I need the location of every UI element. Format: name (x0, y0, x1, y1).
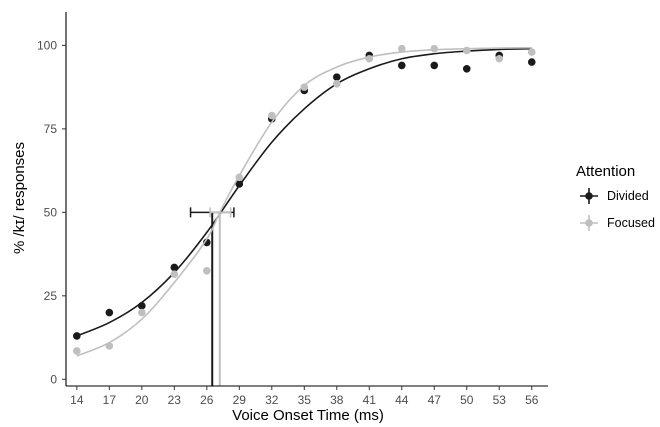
data-point-divided (527, 58, 536, 66)
axes: 14 17 20 23 26 29 32 35 38 41 44 47 50 53 56 0 25 50 75 100 (37, 12, 548, 407)
legend-item-divided: Divided (580, 188, 649, 204)
x-tick-label: 35 (298, 393, 312, 407)
data-point-focused (365, 54, 374, 63)
data-point-focused (430, 44, 439, 53)
data-point-divided (170, 263, 179, 272)
x-tick-label: 38 (330, 393, 344, 407)
x-tick-label: 20 (135, 393, 149, 407)
data-point-focused (495, 54, 504, 63)
fit-curve-focused (76, 46, 532, 357)
series-focused (73, 44, 536, 386)
x-tick-label: 29 (233, 393, 247, 407)
y-axis-title: % /kɪ/ responses (11, 142, 28, 254)
x-tick-label: 53 (493, 393, 507, 407)
plot-area (73, 44, 536, 386)
fit-curve-divided (76, 47, 532, 337)
data-point-focused (235, 173, 244, 182)
data-point-focused (397, 44, 406, 53)
x-tick-label: 56 (525, 393, 539, 407)
y-tick-label: 0 (50, 372, 57, 386)
x-tick-label: 44 (395, 393, 409, 407)
x-tick-label: 47 (428, 393, 442, 407)
data-point-divided (105, 308, 114, 317)
legend-label-divided: Divided (607, 189, 649, 203)
x-tick-label: 32 (265, 393, 279, 407)
data-point-focused (267, 111, 276, 120)
data-point-focused (203, 266, 211, 275)
legend-title: Attention (576, 163, 635, 180)
data-point-focused (332, 79, 341, 88)
legend: Attention Divided Focused (576, 163, 655, 231)
x-axis-title: Voice Onset Time (ms) (232, 407, 384, 424)
x-tick-label: 41 (363, 393, 377, 407)
data-point-focused (105, 342, 114, 350)
data-point-focused (170, 270, 179, 278)
y-tick-label: 50 (44, 205, 58, 219)
data-point-divided (138, 302, 146, 310)
x-tick-label: 26 (200, 393, 214, 407)
legend-item-focused: Focused (580, 215, 655, 231)
data-point-divided (462, 64, 471, 73)
y-tick-label: 25 (44, 289, 58, 303)
x-tick-label: 14 (70, 393, 84, 407)
data-point-focused (462, 46, 471, 55)
data-point-divided (73, 332, 81, 340)
y-tick-label: 100 (37, 38, 57, 52)
data-point-divided (430, 61, 439, 70)
data-point-focused (73, 347, 81, 355)
y-tick-label: 75 (44, 122, 58, 136)
legend-point-focused (585, 219, 593, 227)
data-point-divided (235, 180, 244, 188)
legend-label-focused: Focused (607, 216, 655, 230)
data-point-divided (397, 61, 406, 70)
x-tick-label: 50 (460, 393, 474, 407)
x-tick-label: 23 (168, 393, 182, 407)
data-point-focused (300, 83, 309, 91)
x-tick-label: 17 (103, 393, 117, 407)
legend-point-divided (585, 192, 593, 200)
series-divided (73, 47, 536, 386)
data-point-focused (527, 48, 536, 56)
data-point-divided (332, 73, 341, 81)
data-point-focused (138, 308, 146, 317)
